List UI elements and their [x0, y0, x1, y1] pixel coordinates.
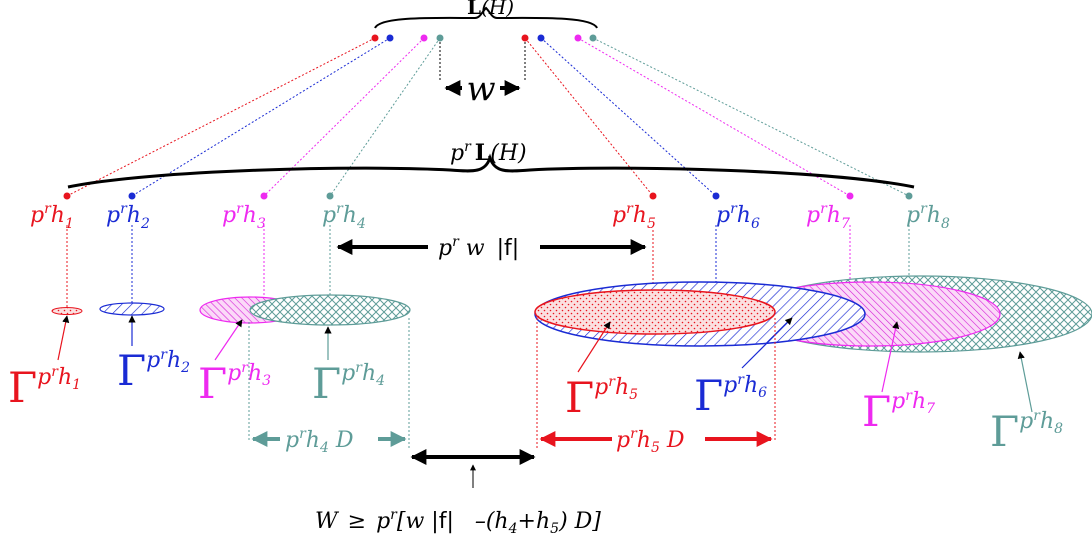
mid-arrow: pr w |f|: [336, 234, 647, 261]
gamma-label-h1: Γprh1: [8, 363, 81, 412]
top-brace-label: L(H): [467, 0, 514, 19]
d-extent-guides: [248, 318, 776, 448]
top-point-h3: [420, 34, 428, 42]
label-prh4: prh4: [322, 201, 366, 232]
top-points: [371, 34, 597, 42]
ellipse-h5: [534, 289, 776, 335]
gamma-ellipses: [51, 275, 1092, 353]
mid-point-h5: [649, 192, 657, 200]
mid-point-h2: [128, 192, 136, 200]
gamma-label-h5: Γprh5: [565, 373, 638, 422]
label-prh6: prh6: [716, 201, 760, 232]
mid-arrow-label: pr w |f|: [438, 234, 519, 261]
mid-point-h4: [326, 192, 334, 200]
ellipse-h2: [99, 302, 165, 316]
ellipse-h1: [51, 307, 83, 315]
W-gap-arrow: [410, 449, 536, 488]
top-point-h1: [371, 34, 379, 42]
gamma-label-h8: Γprh8: [990, 407, 1063, 456]
label-prh3: prh3: [222, 201, 266, 232]
mid-points: [63, 192, 913, 200]
label-prh7: prh7: [806, 201, 850, 232]
point-labels: prh1 prh2 prh3 prh4 prh5 prh6 prh7 prh8: [30, 201, 950, 232]
top-point-h2: [386, 34, 394, 42]
gamma-labels: Γprh1 Γprh2 Γprh3 Γprh4 Γprh5 Γprh6 Γprh…: [8, 346, 1063, 456]
gamma-label-h6: Γprh6: [694, 371, 767, 420]
top-point-h7: [574, 34, 582, 42]
bottom-formula: W ≥ pr[w |f| –(h4+h5) D]: [315, 507, 601, 537]
left-d-label: prh4 D: [285, 426, 354, 456]
mid-point-h3: [260, 192, 268, 200]
mid-brace: [67, 153, 915, 189]
label-prh5: prh5: [612, 201, 656, 232]
right-d-arrow: prh5 D: [539, 426, 773, 456]
drop-lines: [66, 225, 910, 310]
left-d-arrow: prh4 D: [251, 426, 407, 456]
mid-point-h8: [905, 192, 913, 200]
right-d-label: prh5 D: [616, 426, 685, 456]
gamma-label-h3: Γprh3: [198, 359, 271, 408]
mid-brace-label: pr L(H): [450, 139, 527, 166]
gamma-label-h4: Γprh4: [312, 359, 385, 408]
mid-point-h7: [846, 192, 854, 200]
gamma-pointers: [57, 315, 1033, 413]
mid-point-h1: [63, 192, 71, 200]
mid-point-h6: [712, 192, 720, 200]
top-point-h5: [521, 34, 529, 42]
label-prh2: prh2: [106, 201, 150, 232]
top-point-h8: [589, 34, 597, 42]
w-label: w: [466, 69, 495, 109]
top-brace: [374, 6, 598, 29]
ellipse-h4: [249, 294, 411, 326]
gamma-label-h7: Γprh7: [862, 387, 935, 436]
label-prh1: prh1: [30, 201, 74, 232]
label-prh8: prh8: [906, 201, 950, 232]
gamma-label-h2: Γprh2: [117, 346, 190, 395]
w-gap: w: [439, 42, 526, 109]
top-point-h4: [436, 34, 444, 42]
top-point-h6: [537, 34, 545, 42]
